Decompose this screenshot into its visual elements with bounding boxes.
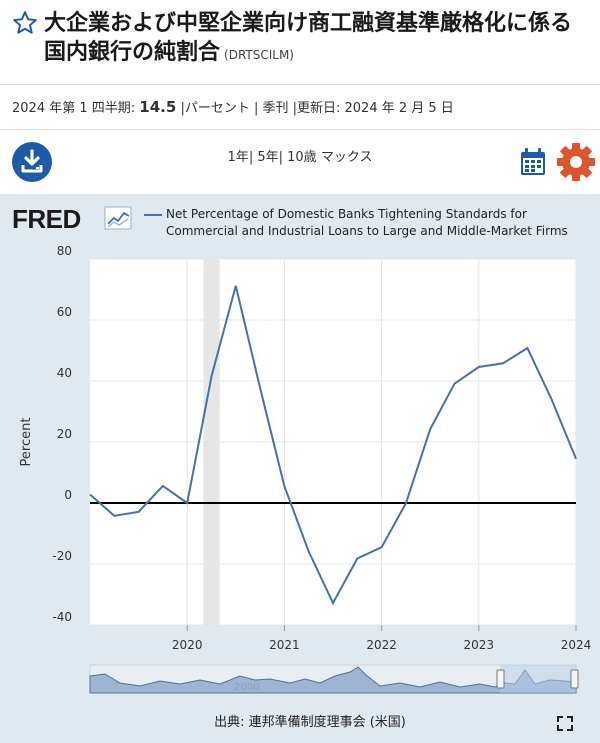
star-icon[interactable] — [12, 10, 38, 36]
navigator-selection[interactable] — [500, 665, 576, 693]
range-1y[interactable]: 1年 — [227, 150, 249, 165]
y-tick-label: 80 — [57, 244, 72, 258]
download-button[interactable] — [12, 142, 52, 182]
y-tick-label: -20 — [52, 549, 72, 563]
range-5y[interactable]: 5年 — [257, 150, 279, 165]
legend-label: Net Percentage of Domestic Banks Tighten… — [166, 207, 568, 238]
navigator-handle-left[interactable] — [496, 669, 505, 689]
meta-period: 2024 年第 1 四半期: — [12, 101, 136, 116]
meta-value: 14.5 — [139, 98, 177, 116]
range-10y[interactable]: 10歳 — [287, 150, 317, 165]
x-tick-label: 2023 — [464, 638, 495, 652]
calendar-icon[interactable] — [520, 148, 546, 176]
y-tick-label: 20 — [57, 427, 72, 441]
legend-swatch — [144, 214, 162, 216]
fullscreen-icon[interactable] — [557, 716, 573, 731]
navigator[interactable]: 2000 — [89, 664, 579, 694]
x-tick-label: 2024 — [561, 638, 592, 652]
meta-units: |パーセント — [180, 101, 250, 116]
fred-logo: FRED — [12, 204, 132, 234]
y-tick-label: 40 — [57, 366, 72, 380]
observation-meta: 2024 年第 1 四半期: 14.5 |パーセント | 季刊 |更新日: 20… — [0, 84, 600, 130]
gear-icon[interactable] — [556, 142, 596, 182]
meta-updated: |更新日: 2024 年 2 月 5 日 — [292, 101, 454, 116]
series-id: (DRTSCILM) — [224, 48, 294, 62]
y-tick-label: 0 — [64, 488, 72, 502]
chart-toolbar: 1年| 5年| 10歳 マックス — [0, 130, 600, 194]
y-axis-label: Percent — [19, 418, 34, 467]
x-tick-label: 2022 — [366, 638, 397, 652]
meta-frequency: | 季刊 — [253, 101, 289, 116]
navigator-handle-right[interactable] — [570, 669, 579, 689]
download-icon — [21, 149, 43, 173]
range-max[interactable]: マックス — [320, 150, 373, 165]
date-range-selector: 1年| 5年| 10歳 マックス — [227, 150, 373, 165]
navigator-label: 2000 — [234, 682, 259, 693]
recession-band — [203, 259, 220, 625]
y-tick-label: 60 — [57, 305, 72, 319]
page-title: 大企業および中堅企業向け商工融資基準厳格化に係る国内銀行の純割合 (DRTSCIL… — [44, 9, 589, 70]
series-line — [89, 285, 577, 606]
fred-logo-text: FRED — [12, 204, 81, 234]
source-text: 出典: 連邦準備制度理事会 (米国) — [214, 714, 406, 730]
title-bar: 大企業および中堅企業向け商工融資基準厳格化に係る国内銀行の純割合 (DRTSCIL… — [0, 0, 600, 84]
x-tick-label: 2021 — [269, 638, 300, 652]
x-tick-label: 2020 — [172, 638, 203, 652]
page-title-text: 大企業および中堅企業向け商工融資基準厳格化に係る国内銀行の純割合 — [44, 11, 573, 65]
y-tick-label: -40 — [52, 610, 72, 624]
